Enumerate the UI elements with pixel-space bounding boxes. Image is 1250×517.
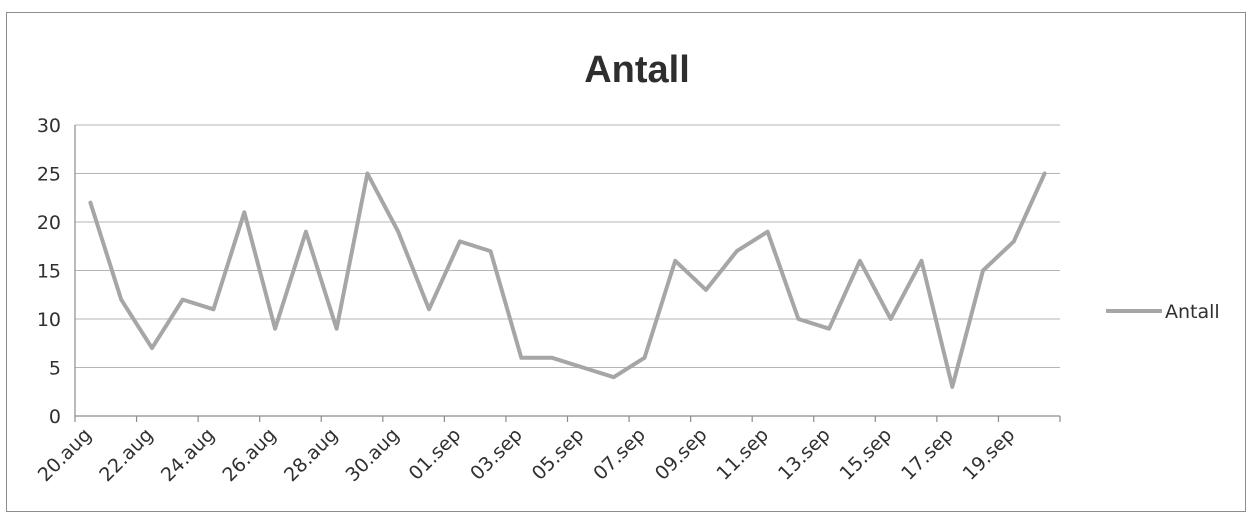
x-tick-label-11.sep: 11.sep [712,424,773,485]
x-tick-label-22.aug: 22.aug [95,424,157,486]
y-tick-label-30: 30 [37,115,61,137]
x-tick-label-15.sep: 15.sep [836,424,897,485]
chart-title: Antall [584,49,690,91]
x-tick-label-24.aug: 24.aug [157,424,219,486]
x-tick-label-20.aug: 20.aug [34,424,96,486]
y-tick-label-5: 5 [49,358,61,380]
legend-label-antall: Antall [1165,301,1220,323]
x-tick-label-01.sep: 01.sep [405,424,466,485]
x-tick-label-07.sep: 07.sep [589,424,650,485]
axes [74,125,1061,422]
series-line-antall [88,171,1047,389]
x-tick-label-30.aug: 30.aug [342,424,404,486]
chart-frame [6,12,1246,512]
legend: Antall [1106,301,1220,323]
x-tick-label-17.sep: 17.sep [897,424,958,485]
y-tick-labels: 0 5 10 15 20 25 30 [37,115,61,428]
y-tick-label-10: 10 [37,309,61,331]
y-tick-label-15: 15 [37,261,61,283]
y-tick-label-0: 0 [49,406,61,428]
x-tick-label-26.aug: 26.aug [218,424,280,486]
x-tick-label-09.sep: 09.sep [651,424,712,485]
series-layer [88,171,1047,389]
gridlines [75,124,1060,368]
x-tick-labels: 20.aug 22.aug 24.aug 26.aug 28.aug 30.aug 01.s… [34,424,1020,486]
x-tick-label-03.sep: 03.sep [466,424,527,485]
x-tick-label-19.sep: 19.sep [959,424,1020,485]
x-tick-label-28.aug: 28.aug [280,424,342,486]
x-tick-label-05.sep: 05.sep [528,424,589,485]
y-tick-label-25: 25 [37,164,61,186]
y-tick-label-20: 20 [37,212,61,234]
x-tick-label-13.sep: 13.sep [774,424,835,485]
